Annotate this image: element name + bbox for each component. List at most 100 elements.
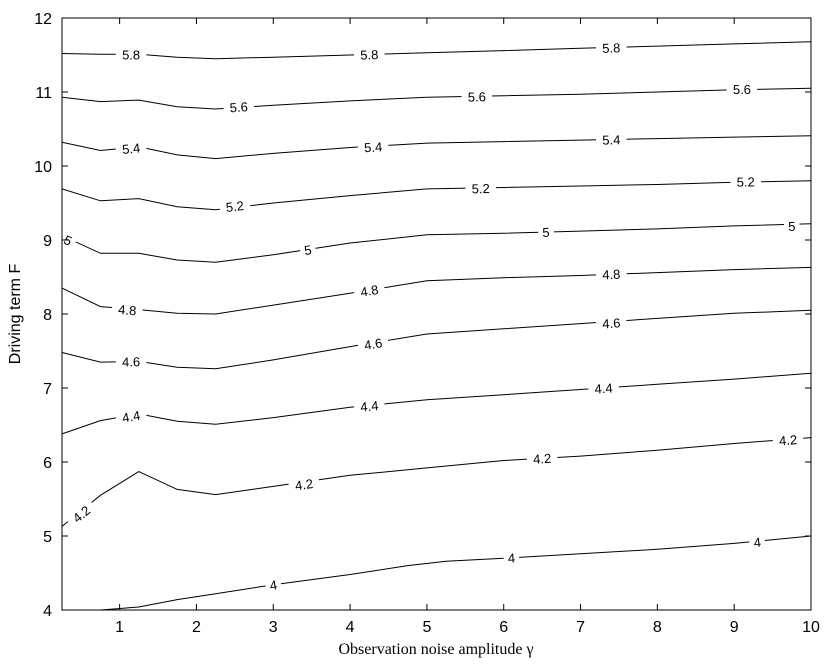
contour-label-text: 4.8 bbox=[359, 282, 379, 300]
contour-label: 5.6 bbox=[461, 88, 493, 105]
contour-label: 4.2 bbox=[287, 474, 321, 495]
contour-line-5.8 bbox=[61, 41, 812, 60]
contour-label-gap bbox=[503, 549, 520, 566]
y-tick-label: 4 bbox=[43, 603, 52, 620]
contour-label-text: 4.6 bbox=[363, 335, 383, 353]
y-tick-label: 10 bbox=[34, 159, 52, 176]
contour-label-text: 5 bbox=[542, 225, 550, 240]
contour-label: 5.8 bbox=[595, 39, 627, 57]
contour-label-gap bbox=[264, 575, 283, 594]
y-tick-label: 7 bbox=[43, 381, 52, 398]
contour-label-gap bbox=[64, 497, 99, 530]
contour-line-4.4 bbox=[61, 372, 812, 435]
contour-label-text: 4.4 bbox=[360, 398, 379, 415]
contour-label: 5.4 bbox=[115, 138, 148, 158]
contour-label-gap bbox=[111, 300, 144, 319]
contour-label-text: 5 bbox=[303, 242, 312, 258]
contour-label-gap bbox=[461, 88, 493, 105]
contour-label-gap bbox=[356, 333, 390, 354]
contour-label: 4.6 bbox=[595, 313, 628, 332]
contour-label-gap bbox=[115, 138, 148, 158]
contour-label: 4.6 bbox=[115, 353, 147, 370]
y-axis-label: Driving term F bbox=[7, 264, 24, 365]
x-tick-label: 5 bbox=[422, 619, 431, 636]
contour-label-gap bbox=[57, 229, 79, 251]
contour-label-text: 4.6 bbox=[602, 315, 621, 331]
contour-label-gap bbox=[353, 396, 386, 416]
x-axis-ticks: 1 2 3 4 5 6 7 8 9 10 bbox=[115, 18, 820, 636]
contour-line-5.6 bbox=[61, 87, 812, 110]
contour-label-text: 4 bbox=[753, 535, 762, 551]
contour-label: 5.8 bbox=[353, 45, 385, 63]
contour-label-text: 4.4 bbox=[594, 380, 613, 396]
x-tick-label: 3 bbox=[269, 619, 278, 636]
x-tick-label: 8 bbox=[653, 619, 662, 636]
contour-label-text: 5.4 bbox=[364, 139, 383, 155]
contour-label-text: 5.6 bbox=[468, 89, 486, 104]
contour-label-text: 5.2 bbox=[737, 174, 755, 189]
contour-label-gap bbox=[595, 313, 628, 332]
x-tick-label: 7 bbox=[576, 619, 585, 636]
contour-label: 4.4 bbox=[114, 405, 148, 427]
contour-label-gap bbox=[353, 45, 385, 63]
contour-line-4.6 bbox=[61, 309, 812, 370]
contour-label: 4.8 bbox=[595, 265, 627, 283]
contour-label: 4.8 bbox=[111, 300, 144, 319]
contour-label-text: 5.8 bbox=[602, 40, 621, 56]
x-tick-label: 1 bbox=[115, 619, 124, 636]
contour-line-5 bbox=[61, 223, 812, 263]
y-tick-label: 9 bbox=[43, 233, 52, 250]
contour-label: 4 bbox=[503, 549, 520, 566]
contour-label-gap bbox=[730, 173, 762, 190]
contour-label: 5.2 bbox=[465, 179, 497, 197]
x-tick-label: 2 bbox=[192, 619, 201, 636]
contour-label-text: 5.6 bbox=[733, 82, 751, 97]
contour-label-text: 5.4 bbox=[602, 132, 620, 147]
contour-line-5.4 bbox=[61, 135, 812, 160]
contour-label-text: 4.2 bbox=[778, 432, 797, 448]
contour-label-gap bbox=[538, 223, 554, 241]
contour-labels: 4 4 4 4.2 4.2 4.2 4.2 4.4 4.4 4.4 4.6 4.6 4.6 4.8 4.8 4… bbox=[57, 39, 804, 594]
contour-label-gap bbox=[587, 378, 620, 398]
contour-label-text: 5 bbox=[788, 219, 796, 234]
contour-label: 5.6 bbox=[726, 80, 758, 98]
contour-label-text: 4.4 bbox=[121, 408, 141, 426]
contour-label-gap bbox=[352, 279, 386, 301]
contour-label-gap bbox=[218, 196, 251, 216]
contour-line-4.2 bbox=[61, 437, 812, 527]
y-tick-label: 8 bbox=[43, 307, 52, 324]
contour-label: 5 bbox=[57, 229, 79, 251]
x-tick-label: 6 bbox=[499, 619, 508, 636]
contour-label-text: 4.8 bbox=[118, 302, 137, 318]
contour-label-gap bbox=[115, 46, 147, 63]
x-axis-label: Observation noise amplitude γ bbox=[338, 641, 533, 658]
contour-label: 5 bbox=[298, 240, 317, 259]
contour-label-text: 4 bbox=[269, 577, 278, 593]
y-tick-label: 6 bbox=[43, 455, 52, 472]
contour-label-gap bbox=[298, 240, 317, 259]
contour-label-gap bbox=[114, 405, 148, 427]
contour-label: 4 bbox=[264, 575, 283, 594]
contour-label: 4.2 bbox=[772, 430, 804, 449]
contour-label-text: 4.2 bbox=[294, 476, 314, 493]
contour-label-gap bbox=[595, 131, 627, 148]
contour-line-4.8 bbox=[61, 266, 812, 315]
contour-label: 5.6 bbox=[222, 97, 255, 116]
contour-label-text: 4.2 bbox=[533, 451, 552, 467]
contour-label-gap bbox=[595, 265, 627, 283]
contour-lines bbox=[61, 41, 812, 611]
y-tick-label: 12 bbox=[34, 11, 52, 28]
contour-label: 4.4 bbox=[353, 396, 386, 416]
contour-label-gap bbox=[783, 217, 800, 235]
contour-label-text: 5.2 bbox=[225, 198, 245, 215]
contour-label: 5 bbox=[783, 217, 800, 235]
contour-line-4 bbox=[100, 535, 812, 611]
contour-label-gap bbox=[357, 137, 389, 156]
contour-label: 4.6 bbox=[356, 333, 390, 354]
contour-label-gap bbox=[222, 97, 255, 116]
contour-label-gap bbox=[287, 474, 321, 495]
contour-label: 5.4 bbox=[357, 137, 389, 156]
contour-label-text: 5.8 bbox=[360, 47, 379, 63]
contour-label-gap bbox=[115, 353, 147, 370]
